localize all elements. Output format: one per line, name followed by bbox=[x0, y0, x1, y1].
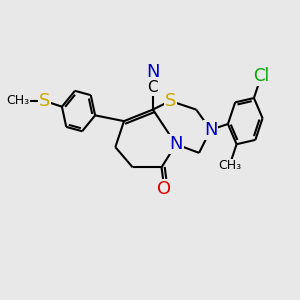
Text: S: S bbox=[164, 92, 176, 110]
Text: C: C bbox=[148, 80, 158, 95]
Text: N: N bbox=[169, 135, 183, 153]
Text: Cl: Cl bbox=[253, 68, 269, 85]
Text: CH₃: CH₃ bbox=[218, 159, 241, 172]
Text: O: O bbox=[158, 180, 172, 198]
Text: N: N bbox=[146, 63, 160, 81]
Text: CH₃: CH₃ bbox=[6, 94, 29, 107]
Text: N: N bbox=[204, 121, 218, 139]
Text: S: S bbox=[39, 92, 50, 110]
